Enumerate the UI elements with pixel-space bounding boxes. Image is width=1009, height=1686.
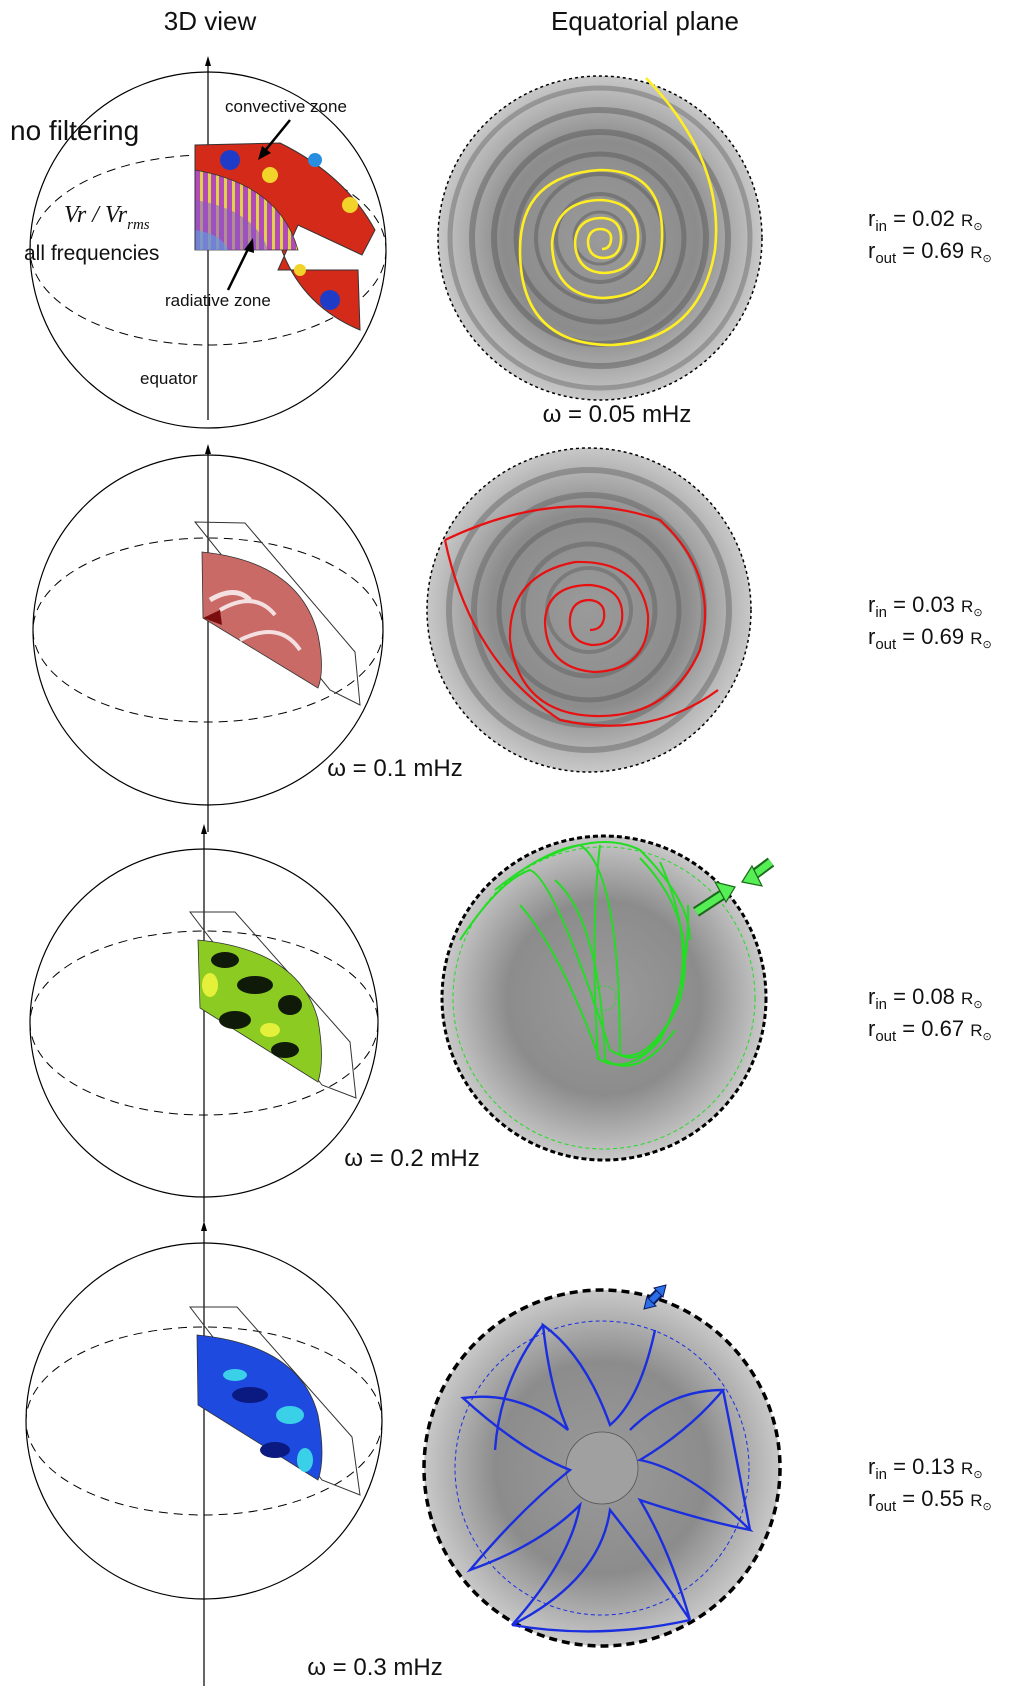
header-3d-view: 3D view xyxy=(164,6,257,36)
svg-text:rin = 0.13 R⊙: rin = 0.13 R⊙ xyxy=(868,1454,983,1483)
row-3-3d-view xyxy=(29,824,379,1222)
svg-text:rin = 0.08 R⊙: rin = 0.08 R⊙ xyxy=(868,984,983,1013)
row-2-radius-labels: rin = 0.03 R⊙ rout = 0.69 R⊙ xyxy=(868,592,992,653)
row-3-radius-labels: rin = 0.08 R⊙ rout = 0.67 R⊙ xyxy=(868,984,992,1045)
all-frequencies-label: all frequencies xyxy=(24,242,159,265)
svg-text:rout = 0.67 R⊙: rout = 0.67 R⊙ xyxy=(868,1016,992,1045)
svg-text:rout = 0.55 R⊙: rout = 0.55 R⊙ xyxy=(868,1486,992,1515)
convective-zone-arrow xyxy=(263,119,291,153)
svg-text:rin = 0.02 R⊙: rin = 0.02 R⊙ xyxy=(868,206,983,235)
row-1-equatorial-disk xyxy=(437,75,763,401)
no-filtering-label: no filtering xyxy=(10,115,139,146)
row-2-3d-view xyxy=(32,444,384,832)
radiative-zone-arrowhead xyxy=(244,238,254,253)
green-arrow-outer-fill xyxy=(751,859,774,878)
convective-zone-label: convective zone xyxy=(225,97,347,116)
row-1-radius-labels: rin = 0.02 R⊙ rout = 0.69 R⊙ xyxy=(868,206,992,267)
row-1-omega: ω = 0.05 mHz xyxy=(543,401,692,428)
row-3-omega: ω = 0.2 mHz xyxy=(344,1145,479,1172)
svg-text:rout = 0.69 R⊙: rout = 0.69 R⊙ xyxy=(868,238,992,267)
svg-text:rin = 0.03 R⊙: rin = 0.03 R⊙ xyxy=(868,592,983,621)
row-4-radius-labels: rin = 0.13 R⊙ rout = 0.55 R⊙ xyxy=(868,1454,992,1515)
radiative-zone-arrow xyxy=(226,244,252,291)
row-1-3d-view xyxy=(29,56,387,429)
svg-text:rout = 0.69 R⊙: rout = 0.69 R⊙ xyxy=(868,624,992,653)
equator-label: equator xyxy=(140,369,198,388)
row-4-3d-view xyxy=(25,1221,383,1686)
green-arrow-inner-fill xyxy=(694,892,724,915)
row-2-omega: ω = 0.1 mHz xyxy=(327,755,462,782)
row-4-equatorial-disk xyxy=(422,1288,782,1648)
blue-arrowhead-bottom xyxy=(643,1296,657,1310)
convective-zone-arrowhead xyxy=(258,146,271,160)
velocity-ratio-label: Vr / Vrrms xyxy=(64,202,150,233)
blue-arrowhead-top xyxy=(653,1284,667,1298)
row-3-equatorial-disk xyxy=(440,834,768,1162)
row-4-omega: ω = 0.3 mHz xyxy=(307,1654,442,1681)
header-equatorial-plane: Equatorial plane xyxy=(551,6,739,36)
green-arrowhead-outer xyxy=(741,864,764,887)
green-arrowhead-inner xyxy=(713,881,736,904)
row-2-equatorial-disk xyxy=(426,447,752,773)
radiative-zone-label: radiative zone xyxy=(165,291,271,310)
